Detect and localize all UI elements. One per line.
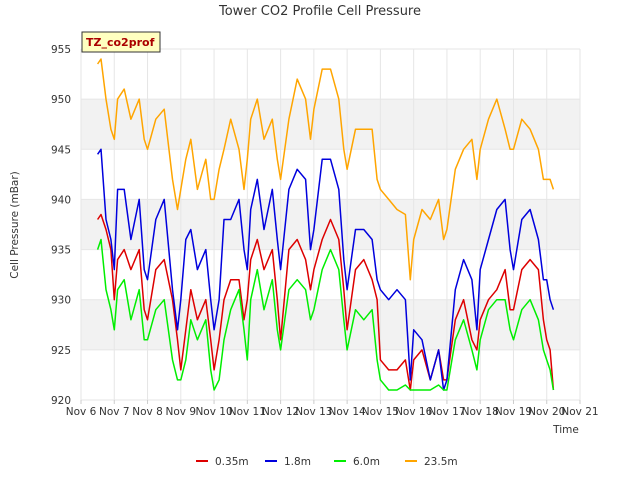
y-tick-label: 920 xyxy=(51,395,71,407)
x-tick-label: Nov 7 xyxy=(99,406,130,418)
series-line-23.5m xyxy=(96,58,555,281)
y-axis-ticks: 920 925 930 935 940 945 950 955 xyxy=(51,44,71,407)
legend-label-23.5m: 23.5m xyxy=(424,456,458,468)
legend-label-0.35m: 0.35m xyxy=(215,456,249,468)
x-tick-label: Nov 16 xyxy=(395,406,433,418)
series-line-1.8m xyxy=(96,148,555,391)
legend-label-6.0m: 6.0m xyxy=(353,456,380,468)
chart-title: Tower CO2 Profile Cell Pressure xyxy=(218,4,421,19)
x-tick-label: Nov 6 xyxy=(66,406,97,418)
x-tick-label: Nov 15 xyxy=(362,406,399,418)
y-tick-label: 930 xyxy=(51,295,71,307)
legend-label-1.8m: 1.8m xyxy=(284,456,311,468)
series-line-6.0m xyxy=(96,238,555,391)
plot-band xyxy=(81,299,580,350)
x-tick-label: Nov 18 xyxy=(462,406,499,418)
y-tick-label: 925 xyxy=(51,345,71,357)
plot-band xyxy=(81,149,580,200)
plot-band xyxy=(81,199,580,250)
y-tick-label: 940 xyxy=(51,194,71,206)
x-tick-label: Nov 13 xyxy=(295,406,332,418)
x-tick-label: Nov 21 xyxy=(561,406,598,418)
plot-band xyxy=(81,349,580,400)
plot-bands xyxy=(81,49,580,400)
y-tick-label: 950 xyxy=(51,94,71,106)
series-badge: TZ_co2prof xyxy=(81,31,161,53)
y-axis-label: Cell Pressure (mBar) xyxy=(9,171,21,279)
x-tick-label: Nov 10 xyxy=(195,406,232,418)
x-tick-label: Nov 11 xyxy=(229,406,266,418)
y-tick-label: 935 xyxy=(51,245,71,257)
plot-band xyxy=(81,49,580,100)
x-axis-label: Time xyxy=(552,424,579,436)
legend: 0.35m 1.8m 6.0m 23.5m xyxy=(196,456,458,468)
series-badge-label: TZ_co2prof xyxy=(86,36,155,49)
x-tick-label: Nov 14 xyxy=(329,406,367,418)
x-tick-label: Nov 8 xyxy=(132,406,163,418)
y-tick-label: 945 xyxy=(51,144,71,156)
x-tick-label: Nov 9 xyxy=(166,406,197,418)
plot-band xyxy=(81,99,580,150)
x-tick-label: Nov 20 xyxy=(528,406,565,418)
x-tick-label: Nov 17 xyxy=(428,406,465,418)
series-lines xyxy=(96,58,555,391)
x-tick-label: Nov 19 xyxy=(495,406,532,418)
y-tick-label: 955 xyxy=(51,44,71,56)
series-line-0.35m xyxy=(96,213,555,391)
plot-band xyxy=(81,249,580,300)
x-tick-label: Nov 12 xyxy=(262,406,299,418)
series-badge-box xyxy=(81,31,161,53)
